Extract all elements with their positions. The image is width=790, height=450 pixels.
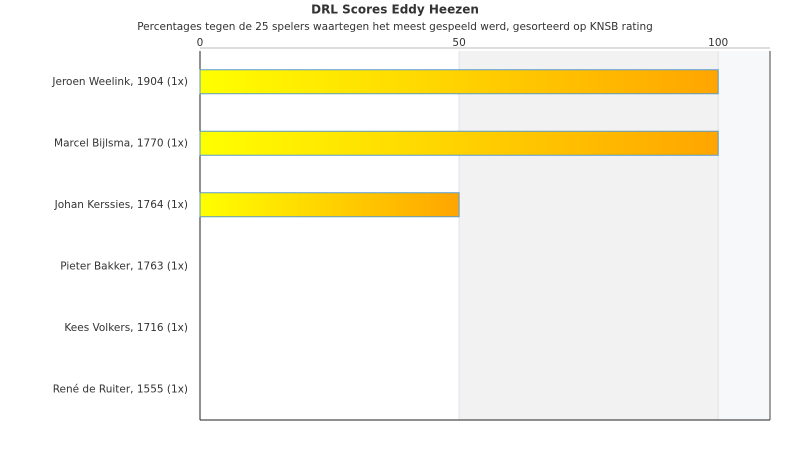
y-tick-label: Kees Volkers, 1716 (1x) bbox=[64, 322, 188, 334]
y-tick-label: René de Ruiter, 1555 (1x) bbox=[53, 383, 188, 395]
bar bbox=[199, 69, 719, 95]
plot-band bbox=[200, 51, 460, 420]
y-tick-label: Johan Kerssies, 1764 (1x) bbox=[54, 199, 188, 211]
x-tick-label: 100 bbox=[708, 37, 728, 49]
bar bbox=[199, 192, 460, 218]
plot-band bbox=[718, 51, 770, 420]
chart-subtitle: Percentages tegen de 25 spelers waartege… bbox=[137, 21, 653, 33]
x-tick-label: 50 bbox=[452, 37, 465, 49]
x-tick-label: 0 bbox=[197, 37, 204, 49]
plot-band bbox=[459, 51, 719, 420]
bar bbox=[199, 130, 719, 156]
chart-title: DRL Scores Eddy Heezen bbox=[311, 3, 479, 17]
y-tick-label: Jeroen Weelink, 1904 (1x) bbox=[51, 76, 188, 88]
y-tick-label: Marcel Bijlsma, 1770 (1x) bbox=[54, 137, 188, 149]
y-tick-label: Pieter Bakker, 1763 (1x) bbox=[60, 260, 188, 272]
